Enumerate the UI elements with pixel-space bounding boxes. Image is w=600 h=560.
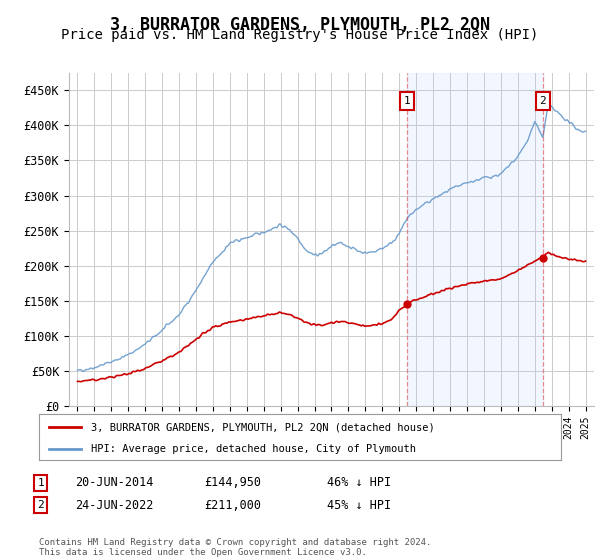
Bar (407, 73, 543, 406)
Text: 45% ↓ HPI: 45% ↓ HPI (327, 498, 391, 512)
Text: 3, BURRATOR GARDENS, PLYMOUTH, PL2 2QN: 3, BURRATOR GARDENS, PLYMOUTH, PL2 2QN (110, 16, 490, 34)
Text: Contains HM Land Registry data © Crown copyright and database right 2024.
This d: Contains HM Land Registry data © Crown c… (39, 538, 431, 557)
Text: 20-JUN-2014: 20-JUN-2014 (75, 476, 154, 489)
Text: £144,950: £144,950 (204, 476, 261, 489)
Text: 1: 1 (404, 96, 410, 106)
Text: 46% ↓ HPI: 46% ↓ HPI (327, 476, 391, 489)
Text: 24-JUN-2022: 24-JUN-2022 (75, 498, 154, 512)
Text: 2: 2 (539, 96, 546, 106)
Text: 1: 1 (37, 478, 44, 488)
Text: HPI: Average price, detached house, City of Plymouth: HPI: Average price, detached house, City… (91, 444, 416, 454)
Text: 2: 2 (37, 500, 44, 510)
Text: 3, BURRATOR GARDENS, PLYMOUTH, PL2 2QN (detached house): 3, BURRATOR GARDENS, PLYMOUTH, PL2 2QN (… (91, 422, 435, 432)
Text: Price paid vs. HM Land Registry's House Price Index (HPI): Price paid vs. HM Land Registry's House … (61, 28, 539, 42)
Text: £211,000: £211,000 (204, 498, 261, 512)
